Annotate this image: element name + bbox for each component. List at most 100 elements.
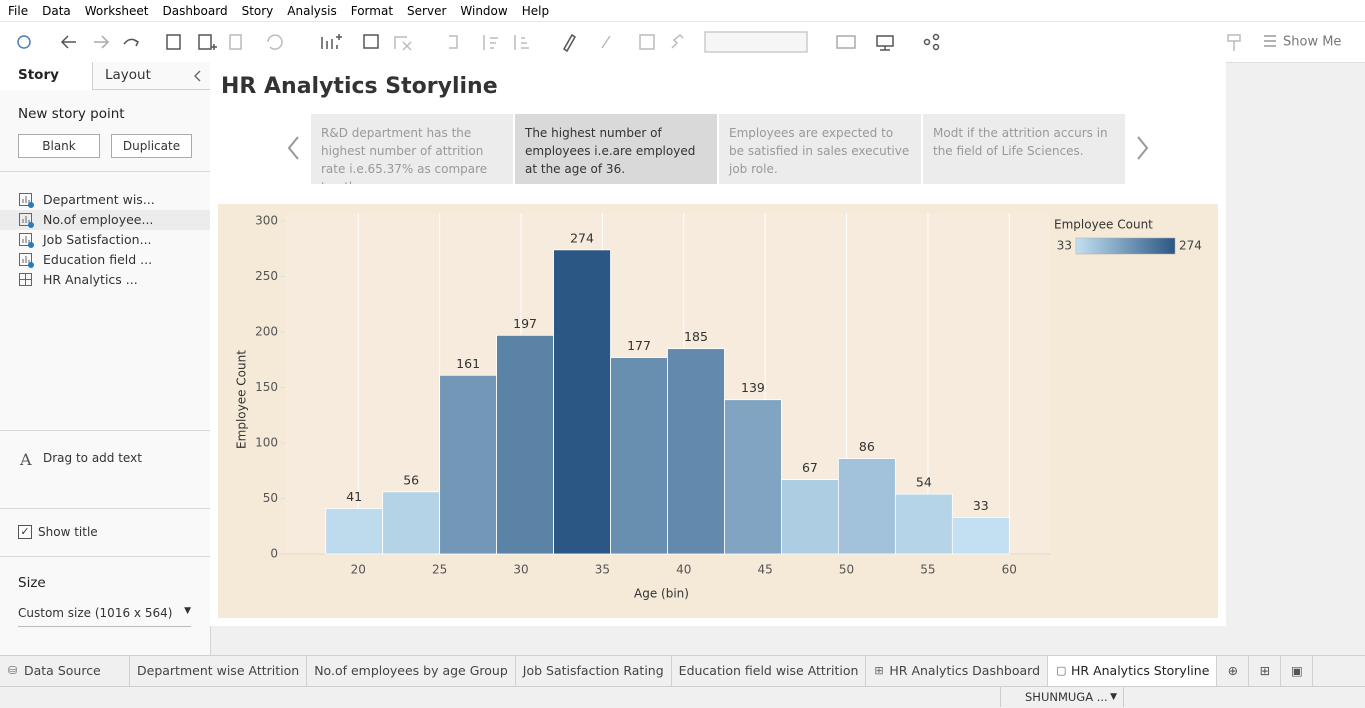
menu-item[interactable]: File: [8, 3, 29, 18]
redo-icon[interactable]: [94, 35, 110, 49]
user-name: SHUNMUGA ...: [1025, 690, 1108, 704]
x-tick-label: 55: [920, 563, 935, 577]
duplicate-icon[interactable]: [363, 34, 379, 49]
drag-text[interactable]: Drag to add text: [43, 451, 142, 465]
tab-label: No.of employees by age Group: [314, 663, 508, 678]
show-title[interactable]: Show title: [38, 525, 98, 539]
bar: [496, 334, 554, 555]
menu-item[interactable]: Story: [241, 3, 274, 18]
data-label: 33: [973, 498, 989, 513]
story-point[interactable]: The highest number of employees i.e.are …: [515, 114, 717, 184]
story-point[interactable]: R&D department has the highest number of…: [311, 114, 513, 184]
data-label: 67: [802, 460, 818, 475]
tab-story[interactable]: Story: [18, 67, 59, 83]
menu-item[interactable]: Worksheet: [84, 3, 149, 18]
sheet-tab[interactable]: ⊞ HR Analytics Dashboard: [866, 656, 1049, 687]
next-arrow[interactable]: [1133, 134, 1153, 164]
sheet-icon: [19, 193, 34, 208]
menu-item[interactable]: Window: [460, 3, 508, 18]
sheet-item[interactable]: Job Satisfaction...: [0, 230, 210, 250]
new-sheet-icon[interactable]: [321, 34, 342, 49]
sheet-item[interactable]: HR Analytics ...: [0, 270, 210, 290]
dropdown-arrow: ▼: [1110, 692, 1117, 702]
show-me-icon[interactable]: [1264, 35, 1276, 47]
y-tick-label: 300: [255, 214, 278, 228]
show-title-checkbox[interactable]: ✓: [18, 525, 32, 539]
undo-icon[interactable]: [60, 35, 76, 49]
sheet-tab[interactable]: Education field wise Attrition: [672, 656, 867, 687]
clear-icon[interactable]: [394, 36, 412, 51]
new-tab-button[interactable]: ⊕: [1217, 656, 1250, 687]
icon-frame: [19, 233, 32, 246]
presentation-icon[interactable]: [876, 35, 894, 51]
sheet-tab[interactable]: ⛁ Data Source: [0, 656, 130, 687]
menu-item[interactable]: Help: [521, 3, 550, 18]
menu-item[interactable]: Server: [407, 3, 447, 18]
sheet-item[interactable]: Department wis...: [0, 190, 210, 210]
fit-dropdown[interactable]: [704, 31, 808, 53]
icon-frame: [19, 213, 32, 226]
sheet-tab[interactable]: Job Satisfaction Rating: [516, 656, 672, 687]
size-dropdown[interactable]: Custom size (1016 x 564) ▼: [18, 606, 191, 627]
divider: [0, 430, 210, 431]
y-tick-label: 150: [255, 380, 278, 394]
paused-icon[interactable]: [229, 34, 242, 50]
cards-icon[interactable]: [836, 35, 856, 49]
swap-icon[interactable]: [449, 35, 458, 49]
menu-item[interactable]: Dashboard: [162, 3, 228, 18]
x-tick-label: 35: [595, 563, 610, 577]
sort-desc-icon[interactable]: [514, 35, 529, 50]
show-me[interactable]: Show Me: [1283, 35, 1341, 50]
refresh-icon[interactable]: [267, 34, 283, 50]
sheet-item[interactable]: Education field ...: [0, 250, 210, 270]
menu-item[interactable]: Format: [350, 3, 394, 18]
icon-bars: [22, 236, 30, 243]
sheet-name: Job Satisfaction...: [43, 232, 152, 247]
divider: [0, 556, 210, 557]
new-tab-button[interactable]: ⊞: [1249, 656, 1282, 687]
replay-icon[interactable]: [123, 38, 140, 47]
x-tick-label: 40: [676, 563, 691, 577]
legend-ramp: [1075, 237, 1176, 255]
pin-icon[interactable]: [671, 33, 684, 49]
tab-label: Education field wise Attrition: [678, 663, 859, 678]
highlight-icon[interactable]: [563, 33, 576, 53]
new-data-icon[interactable]: [198, 34, 217, 50]
blank-button[interactable]: Blank: [18, 134, 100, 158]
bar: [610, 357, 668, 555]
sheet-icon: [19, 233, 34, 248]
story-point[interactable]: Modt if the attrition accurs in the fiel…: [923, 114, 1125, 184]
label-icon[interactable]: [639, 34, 655, 50]
data-label: 274: [570, 230, 594, 245]
data-label: 177: [627, 338, 651, 353]
sheet-icon: [19, 213, 34, 228]
sheet-tab[interactable]: No.of employees by age Group: [307, 656, 516, 687]
legend-min: 33: [1057, 239, 1072, 253]
duplicate-button[interactable]: Duplicate: [111, 134, 192, 158]
menu-item[interactable]: Data: [42, 3, 71, 18]
story-title: HR Analytics Storyline: [221, 74, 498, 99]
tab-label: Job Satisfaction Rating: [522, 663, 664, 678]
save-icon[interactable]: [166, 34, 181, 50]
sheet-item[interactable]: No.of employee...: [0, 210, 210, 230]
story-point[interactable]: Employees are expected to be satisfied i…: [719, 114, 921, 184]
y-tick-label: 50: [263, 491, 278, 505]
icon-bars: [22, 256, 30, 263]
sheet-tab[interactable]: ▢ HR Analytics Storyline: [1048, 656, 1218, 687]
menu-bar: File Data Worksheet Dashboard Story Analysis F…: [0, 0, 1365, 22]
format-painter-icon[interactable]: [1227, 34, 1241, 51]
attach-icon[interactable]: [601, 35, 611, 49]
tab-layout[interactable]: Layout: [105, 67, 151, 83]
prev-arrow[interactable]: [284, 134, 304, 164]
divider: [0, 171, 210, 172]
new-tab-button[interactable]: ▣: [1281, 656, 1314, 687]
sheet-list: Department wis... No.of employee... Job Sa…: [0, 190, 210, 290]
sheet-tab[interactable]: Department wise Attrition: [130, 656, 308, 687]
logo-icon[interactable]: [17, 35, 31, 49]
collapse-icon[interactable]: [192, 69, 204, 83]
sort-asc-icon[interactable]: [483, 35, 498, 50]
user-menu[interactable]: SHUNMUGA ... ▼: [1000, 687, 1124, 707]
menu-item[interactable]: Analysis: [287, 3, 337, 18]
size-label: Size: [18, 575, 46, 591]
bar: [894, 493, 953, 555]
